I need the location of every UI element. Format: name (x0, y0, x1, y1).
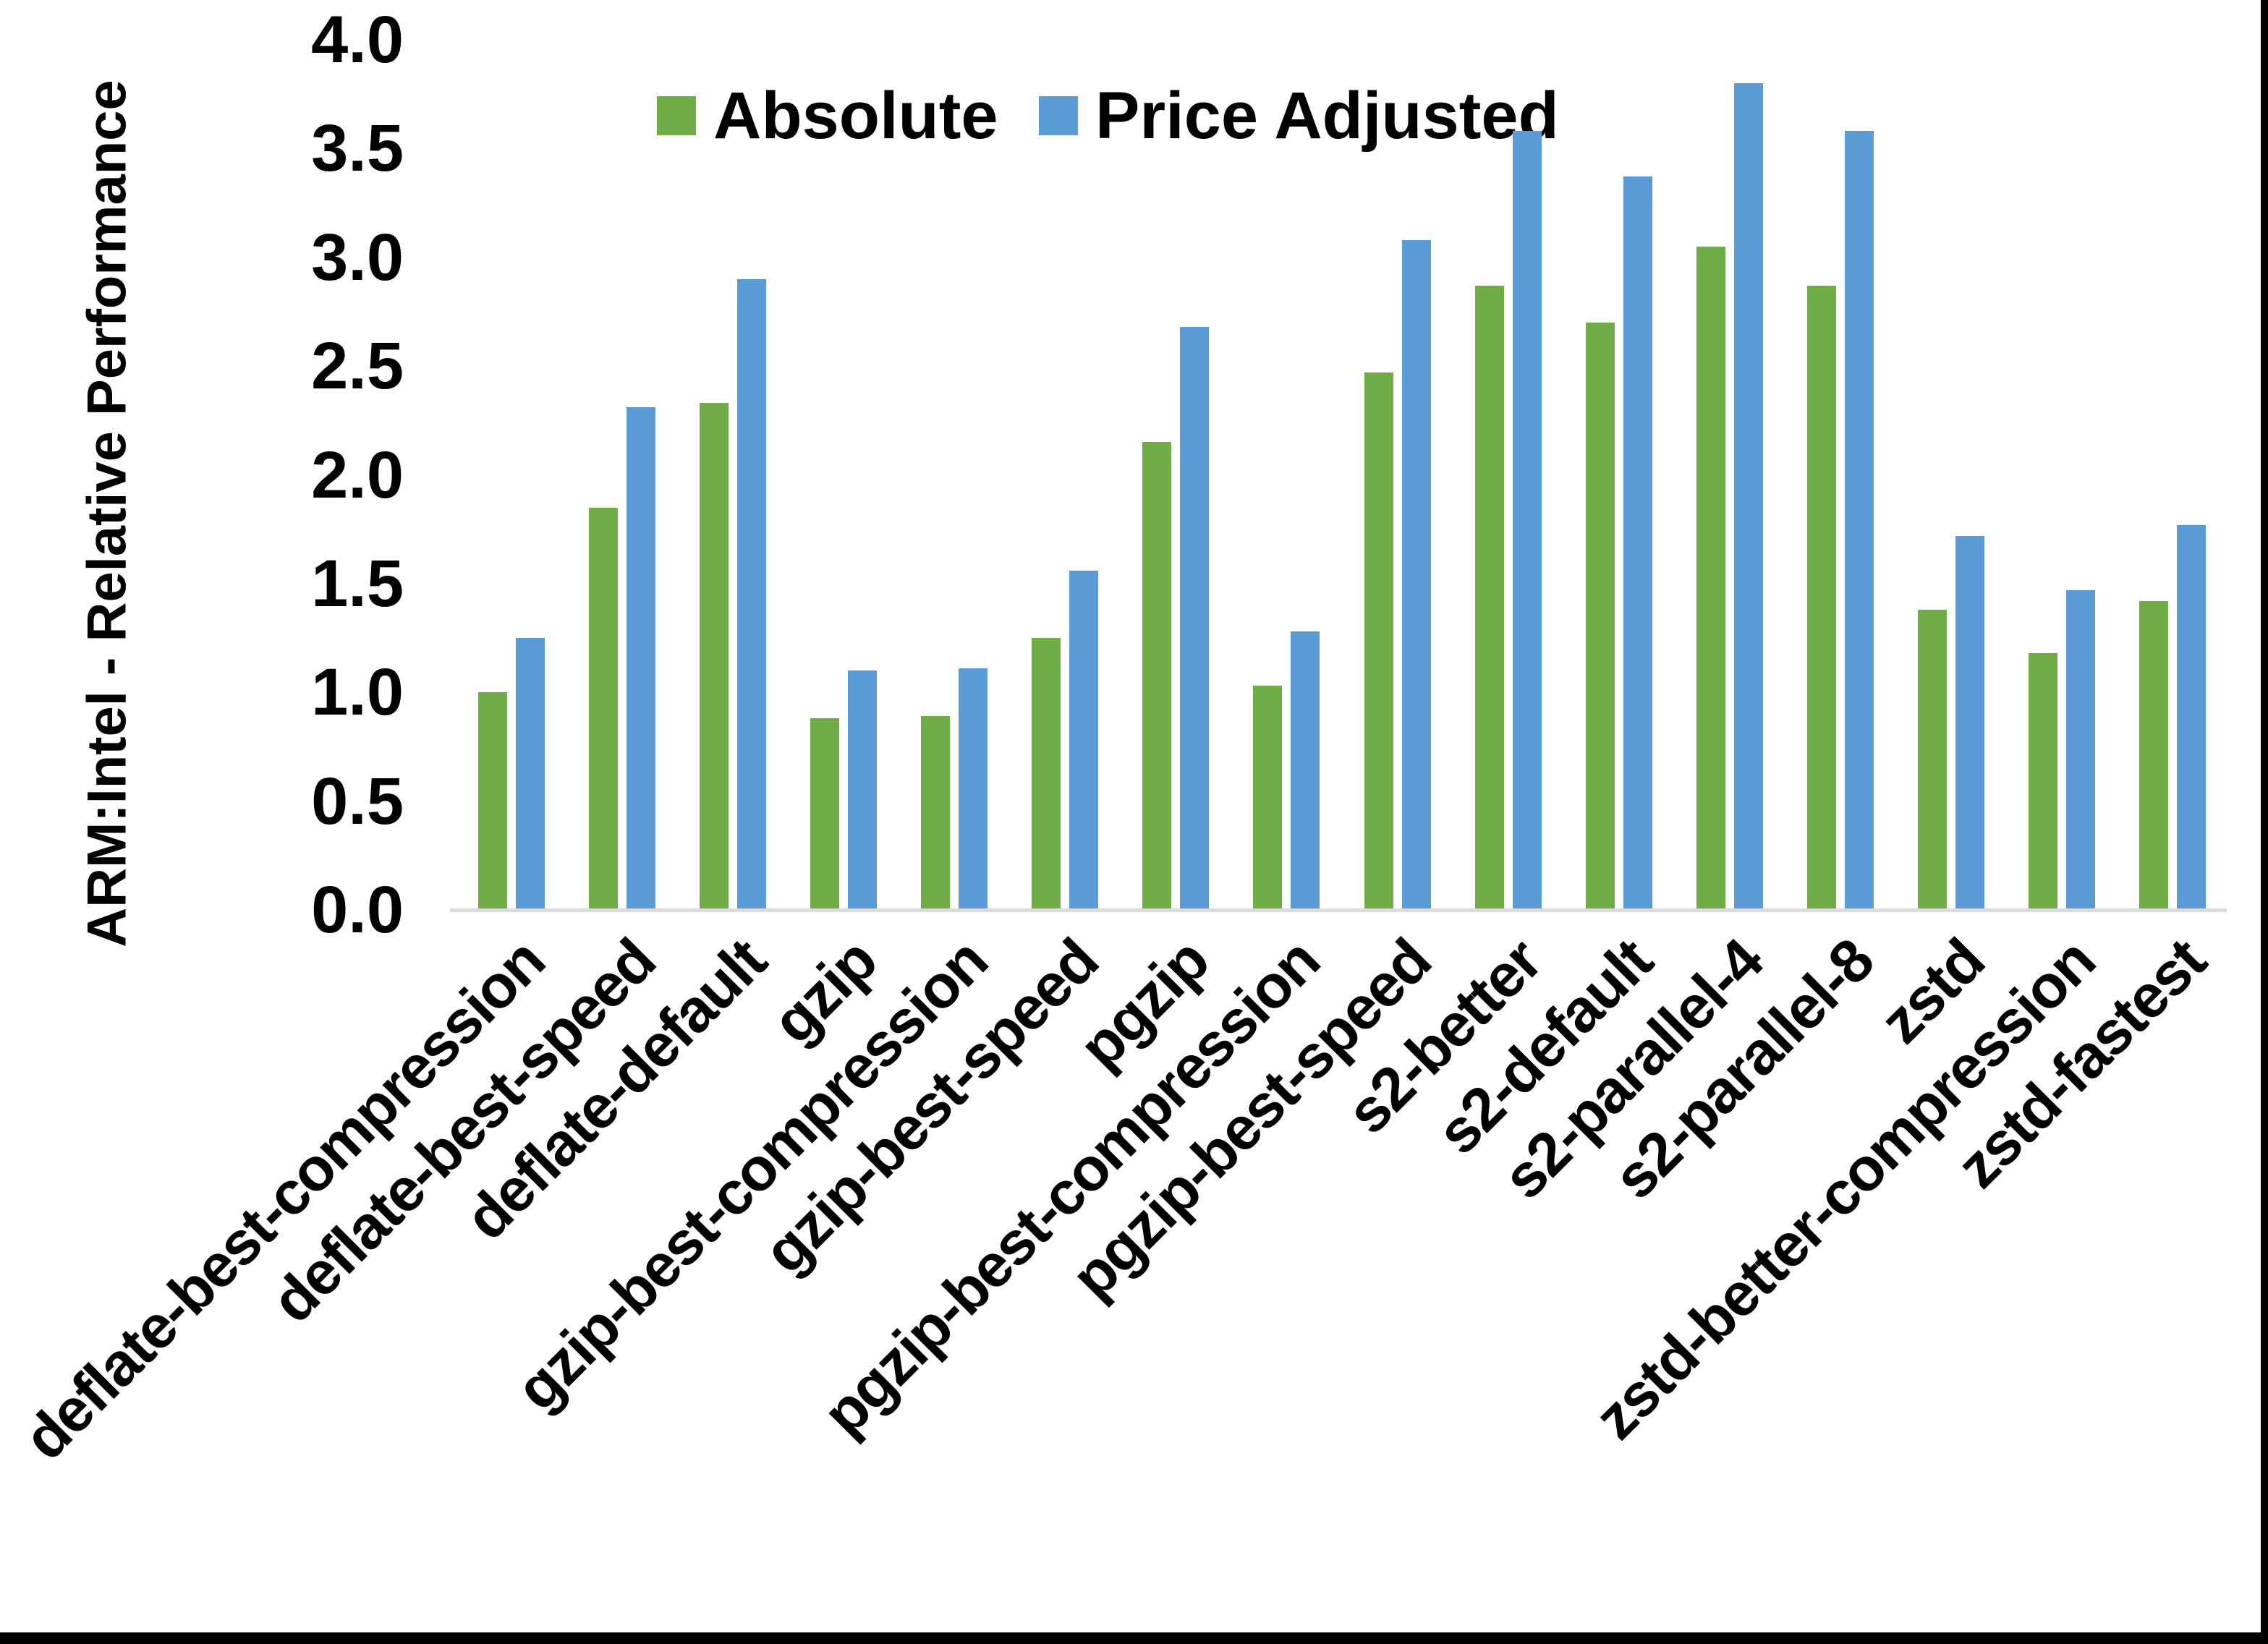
bar-absolute (2139, 600, 2169, 910)
bar-price-adjusted (959, 668, 988, 910)
legend-item-price-adjusted: Price Adjusted (1039, 82, 1559, 149)
y-tick-label: 0.5 (311, 764, 404, 838)
bar-absolute (1696, 246, 1725, 910)
bar-absolute (1032, 638, 1061, 910)
bar-absolute (1253, 686, 1283, 910)
legend-label: Price Adjusted (1095, 79, 1559, 153)
bar-price-adjusted (1733, 83, 1763, 910)
bar-absolute (810, 718, 839, 910)
bar-price-adjusted (1180, 326, 1210, 910)
bar-price-adjusted (626, 407, 655, 910)
y-tick-label: 2.0 (311, 438, 404, 512)
bar-absolute (1364, 372, 1393, 910)
bar-absolute (2029, 653, 2058, 910)
legend-item-absolute: Absolute (657, 82, 998, 149)
bar-absolute (1142, 442, 1172, 910)
bar-price-adjusted (1512, 131, 1542, 910)
bar-absolute (1585, 322, 1615, 910)
bar-absolute (1474, 285, 1504, 910)
bar-price-adjusted (1955, 535, 1985, 910)
bar-absolute (588, 507, 618, 910)
bar-absolute (921, 716, 951, 910)
bar-price-adjusted (736, 278, 766, 910)
bar-absolute (1807, 285, 1837, 910)
bar-absolute (477, 692, 507, 910)
legend-label: Absolute (713, 79, 998, 153)
y-tick-label: 4.0 (311, 3, 404, 77)
y-tick-label: 2.5 (311, 329, 404, 404)
y-tick-label: 1.5 (311, 546, 404, 621)
bar-price-adjusted (2177, 524, 2207, 910)
y-tick-label: 0.0 (311, 873, 404, 947)
bar-price-adjusted (1069, 570, 1099, 910)
x-axis-line (450, 908, 2227, 912)
bar-price-adjusted (2066, 589, 2096, 910)
bar-price-adjusted (1845, 131, 1874, 910)
bar-absolute (699, 403, 729, 910)
legend-swatch (1039, 96, 1078, 135)
bar-price-adjusted (515, 638, 545, 910)
bar-price-adjusted (847, 670, 877, 910)
y-tick-label: 1.0 (311, 655, 404, 730)
y-tick-label: 3.0 (311, 220, 404, 294)
bar-price-adjusted (1291, 631, 1320, 910)
bar-absolute (1918, 609, 1948, 910)
bar-price-adjusted (1623, 176, 1652, 910)
y-axis-title: ARM:Intel - Relative Performance (76, 80, 138, 947)
legend-swatch (657, 96, 696, 135)
bar-price-adjusted (1401, 239, 1431, 910)
y-tick-label: 3.5 (311, 111, 404, 186)
